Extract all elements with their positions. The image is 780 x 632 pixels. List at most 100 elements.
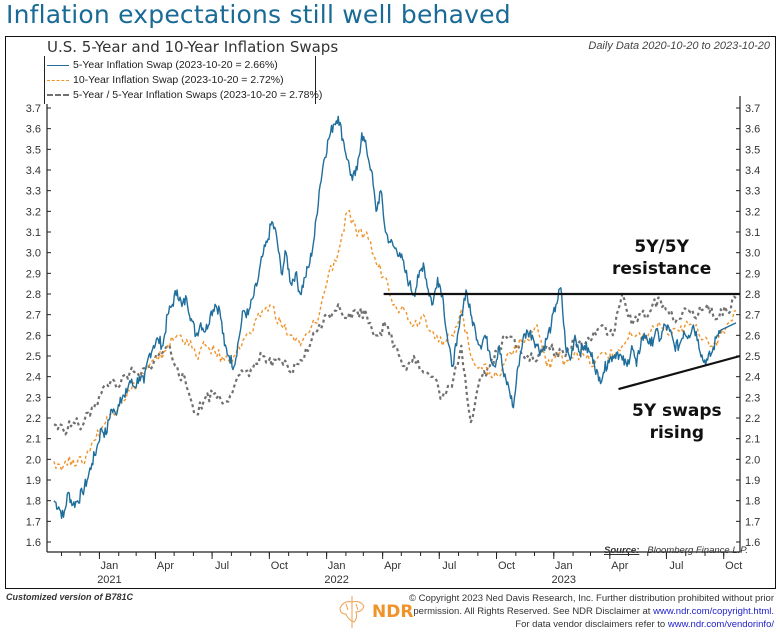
series-line-5y — [53, 115, 737, 519]
copyright-notice: © Copyright 2023 Ned Davis Research, Inc… — [409, 592, 774, 631]
legend-label: 10-Year Inflation Swap (2023-10-20 = 2.7… — [73, 74, 284, 86]
x-tick-label: Jul — [669, 560, 683, 572]
y-tick-label-left: 2.8 — [26, 289, 41, 301]
y-tick-label-left: 3.6 — [26, 124, 41, 136]
legend: 5-Year Inflation Swap (2023-10-20 = 2.66… — [44, 56, 322, 104]
y-tick-label-right: 3.1 — [745, 227, 760, 239]
legend-swatch-solid-icon — [47, 64, 69, 66]
chart-frame — [5, 36, 776, 589]
axes: 1.6 1.6 1.7 1.7 1.8 1.8 1.9 1.9 2.0 2.0 2.1 2.1 2.2 2… — [26, 96, 760, 586]
y-tick-label-left: 3.7 — [26, 103, 41, 115]
y-tick-label-right: 1.7 — [745, 516, 760, 528]
annotation-line: rising — [649, 423, 705, 443]
legend-swatch-dashed-icon — [47, 79, 69, 81]
legend-swatch-dashed-icon — [47, 94, 69, 96]
y-tick-label-right: 3.4 — [745, 165, 760, 177]
y-tick-label-left: 3.4 — [26, 165, 41, 177]
y-tick-label-right: 3.7 — [745, 103, 760, 115]
x-tick-label: Jan — [101, 560, 119, 572]
legend-item-10y: 10-Year Inflation Swap (2023-10-20 = 2.7… — [47, 73, 284, 87]
legend-item-5y: 5-Year Inflation Swap (2023-10-20 = 2.66… — [47, 58, 278, 72]
y-tick-label-left: 2.9 — [26, 268, 41, 280]
y-tick-label-right: 1.9 — [745, 475, 760, 487]
source-value: Bloomberg Finance L.P. — [647, 545, 748, 556]
y-tick-label-left: 3.2 — [26, 206, 41, 218]
y-tick-label-left: 3.0 — [26, 248, 41, 260]
rising-trendline — [618, 354, 741, 391]
y-tick-label-right: 3.5 — [745, 144, 760, 156]
y-tick-label-left: 1.7 — [26, 516, 41, 528]
x-tick-label: Oct — [725, 560, 742, 572]
y-tick-label-left: 2.0 — [26, 454, 41, 466]
ndr-logo: NDR — [336, 594, 413, 630]
date-range-label: Daily Data 2020-10-20 to 2023-10-20 — [588, 40, 770, 52]
annotation-resistance: 5Y/5Y resistance — [612, 236, 711, 280]
copyright-link[interactable]: www.ndr.com/copyright.html. — [653, 606, 774, 617]
reference-lines — [383, 292, 741, 391]
copyright-text: permission. All Rights Reserved. See NDR… — [413, 606, 651, 617]
x-tick-label: Apr — [157, 560, 174, 572]
annotation-line: resistance — [612, 259, 712, 279]
y-tick-label-right: 3.0 — [745, 248, 760, 260]
x-tick-label: Apr — [611, 560, 628, 572]
x-year-label: 2022 — [324, 574, 348, 586]
x-tick-label: Jan — [555, 560, 573, 572]
annotation-rising: 5Y swaps rising — [632, 400, 722, 444]
series-layer — [53, 115, 737, 519]
y-tick-label-left: 1.6 — [26, 537, 41, 549]
ndr-logo-text: NDR — [372, 602, 414, 622]
y-tick-label-right: 2.9 — [745, 268, 760, 280]
headline: Inflation expectations still well behave… — [6, 0, 511, 29]
bull-bear-icon — [339, 596, 365, 628]
y-tick-label-left: 3.1 — [26, 227, 41, 239]
x-tick-label: Jul — [442, 560, 456, 572]
copyright-line: permission. All Rights Reserved. See NDR… — [409, 605, 774, 618]
x-tick-label: Apr — [384, 560, 401, 572]
legend-label: 5-Year Inflation Swap (2023-10-20 = 2.66… — [73, 59, 278, 71]
y-tick-label-left: 1.9 — [26, 475, 41, 487]
y-tick-label-right: 2.0 — [745, 454, 760, 466]
footer-version: Customized version of B781C — [6, 592, 134, 602]
vendor-link[interactable]: www.ndr.com/vendorinfo/ — [667, 619, 774, 630]
series-line-10y — [53, 209, 737, 472]
y-tick-label-left: 2.7 — [26, 310, 41, 322]
y-tick-label-left: 2.1 — [26, 434, 41, 446]
y-tick-label-left: 2.5 — [26, 351, 41, 363]
y-tick-label-right: 2.3 — [745, 392, 760, 404]
x-tick-label: Jan — [328, 560, 346, 572]
y-tick-label-right: 2.1 — [745, 434, 760, 446]
x-tick-label: Jul — [215, 560, 229, 572]
source-note: Source: Bloomberg Finance L.P. — [604, 545, 748, 556]
copyright-line: © Copyright 2023 Ned Davis Research, Inc… — [408, 593, 774, 604]
annotation-line: 5Y/5Y — [634, 237, 689, 257]
x-year-label: 2021 — [97, 574, 121, 586]
y-tick-label-left: 2.4 — [26, 372, 41, 384]
y-tick-label-right: 1.8 — [745, 496, 760, 508]
vendor-text: For data vendor disclaimers refer to — [515, 619, 666, 630]
source-label: Source: — [604, 545, 640, 556]
y-tick-label-right: 2.7 — [745, 310, 760, 322]
y-tick-label-left: 3.3 — [26, 186, 41, 198]
y-tick-label-right: 3.2 — [745, 206, 760, 218]
legend-item-5y5y: 5-Year / 5-Year Inflation Swaps (2023-10… — [47, 88, 322, 102]
y-tick-label-left: 2.6 — [26, 330, 41, 342]
y-tick-label-left: 2.2 — [26, 413, 41, 425]
annotation-line: 5Y swaps — [632, 401, 722, 421]
legend-label: 5-Year / 5-Year Inflation Swaps (2023-10… — [73, 89, 323, 101]
y-tick-label-left: 3.5 — [26, 144, 41, 156]
y-tick-label-right: 2.8 — [745, 289, 760, 301]
y-tick-label-right: 2.2 — [745, 413, 760, 425]
y-tick-label-right: 3.3 — [745, 186, 760, 198]
y-tick-label-left: 1.8 — [26, 496, 41, 508]
x-year-label: 2023 — [552, 574, 576, 586]
x-tick-label: Oct — [271, 560, 288, 572]
y-tick-label-right: 2.4 — [745, 372, 760, 384]
x-tick-label: Oct — [498, 560, 515, 572]
y-tick-label-right: 2.5 — [745, 351, 760, 363]
chart-title: U.S. 5-Year and 10-Year Inflation Swaps — [47, 38, 339, 56]
y-tick-label-right: 3.6 — [745, 124, 760, 136]
y-tick-label-left: 2.3 — [26, 392, 41, 404]
y-tick-label-right: 2.6 — [745, 330, 760, 342]
y-tick-label-right: 1.6 — [745, 537, 760, 549]
